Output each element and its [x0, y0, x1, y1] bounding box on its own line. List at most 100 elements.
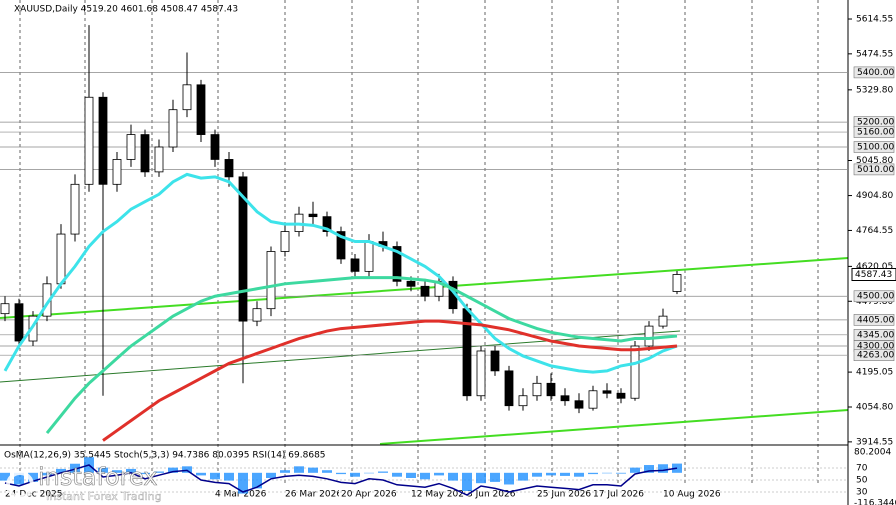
candle-body — [98, 96, 108, 185]
level-label-box — [853, 141, 895, 153]
x-tick-label: 24 Dec 2025 — [5, 490, 63, 500]
candle-body — [350, 258, 360, 272]
x-tick-label: 25 Jun 2026 — [537, 490, 591, 500]
osma-bar — [546, 472, 556, 476]
level-label: 5010.00 — [857, 165, 894, 175]
osma-bar — [280, 470, 290, 473]
osma-bar — [364, 472, 374, 474]
x-label-bg — [535, 488, 595, 500]
osma-bar — [28, 472, 38, 482]
candle-body — [392, 246, 402, 282]
osma-bar — [70, 463, 80, 473]
osma-bar — [210, 472, 220, 480]
y-tick-label: 4620.05 — [856, 262, 893, 272]
level-label: 5400.00 — [857, 68, 894, 78]
candle-body — [364, 241, 374, 272]
osma-bar — [112, 470, 122, 473]
candle-body — [322, 216, 332, 232]
rsi-line — [4, 464, 678, 496]
moving-average — [45, 276, 678, 434]
osma-bar — [644, 465, 654, 473]
y-tick-label: 5045.80 — [856, 156, 893, 166]
osma-bar — [294, 466, 304, 473]
candle-body — [154, 146, 164, 173]
x-label-bg — [409, 488, 469, 500]
x-tick-label: 10 Aug 2026 — [663, 490, 721, 500]
osma-bar — [462, 472, 472, 491]
osma-bar — [14, 472, 24, 485]
chart-title: XAUUSD,Daily 4519.20 4601.68 4508.47 458… — [14, 5, 238, 15]
osma-bar — [616, 472, 626, 474]
osma-bar — [350, 472, 360, 477]
x-tick-label: 12 May 2026 — [411, 490, 470, 500]
osma-bar — [588, 472, 598, 475]
current-price: 4587.43 — [855, 270, 892, 280]
indicator-title: OsMA(12,26,9) 35.5445 Stoch(5,3,3) 94.73… — [4, 451, 326, 461]
candle-body — [252, 308, 262, 322]
candle-body — [224, 159, 234, 178]
watermark-brand: instaforex — [38, 463, 158, 491]
level-label: 4263.00 — [857, 351, 894, 361]
osma-bar — [168, 467, 178, 473]
level-label: 5200.00 — [857, 118, 894, 128]
osma-bar — [336, 472, 346, 475]
candle-body — [560, 395, 570, 402]
level-label-box — [853, 290, 895, 303]
moving-average — [102, 319, 678, 442]
osma-bar — [602, 472, 612, 474]
y-tick-label: 5329.80 — [856, 85, 893, 95]
osma-bar — [196, 472, 206, 476]
osma-bar — [630, 467, 640, 473]
osma-bar — [504, 472, 514, 485]
osma-bar — [224, 472, 234, 481]
osma-bar — [406, 472, 416, 479]
candle-body — [644, 325, 654, 347]
x-label-bg — [465, 488, 525, 500]
watermark-tagline: Instant Forex Trading — [46, 490, 162, 503]
candle-body — [112, 159, 122, 185]
osma-bar — [0, 472, 10, 481]
level-label: 5100.00 — [857, 143, 894, 153]
x-tick-label: 17 Jul 2026 — [593, 490, 644, 500]
candle-body — [420, 285, 430, 297]
osma-bar — [560, 472, 570, 476]
candle-body — [406, 280, 416, 287]
osma-bar — [322, 470, 332, 473]
x-tick-label: 3 Jun 2026 — [467, 490, 516, 500]
price-label-box — [851, 268, 896, 282]
y-tick-label: 4195.05 — [856, 368, 893, 378]
level-label: 5160.00 — [857, 128, 894, 138]
osma-bar — [476, 472, 486, 484]
y-tick-label: 4764.55 — [856, 226, 893, 236]
candle-body — [280, 231, 290, 252]
x-label-bg — [283, 488, 343, 500]
osma-bar — [448, 472, 458, 481]
candle-body — [140, 134, 150, 173]
osma-bar — [518, 472, 528, 481]
level-label: 4405.00 — [857, 315, 894, 325]
candle-body — [182, 84, 192, 111]
candle-body — [490, 350, 500, 372]
x-tick-label: 4 Mar 2026 — [215, 490, 267, 500]
osma-bar — [434, 472, 444, 476]
osma-bar — [658, 464, 668, 473]
candle-body — [70, 183, 80, 235]
level-label-box — [853, 66, 895, 79]
osma-bar — [126, 468, 136, 473]
candle-body — [546, 382, 556, 397]
y-tick-label: 5474.55 — [856, 49, 893, 59]
osma-bar — [266, 472, 276, 479]
y-tick-label: 4054.80 — [856, 402, 893, 412]
osma-tick-label: 80.2004 — [854, 448, 891, 458]
candle-body — [14, 303, 24, 342]
osma-bar — [154, 471, 164, 473]
level-label: 4345.00 — [857, 330, 894, 340]
candle-body — [196, 84, 206, 135]
level-label-box — [853, 163, 895, 176]
osma-bar — [182, 466, 192, 473]
candle-body — [518, 395, 528, 407]
osma-bar — [378, 471, 388, 473]
x-tick-label: 26 Mar 2026 — [285, 490, 342, 500]
x-label-bg — [213, 488, 273, 500]
